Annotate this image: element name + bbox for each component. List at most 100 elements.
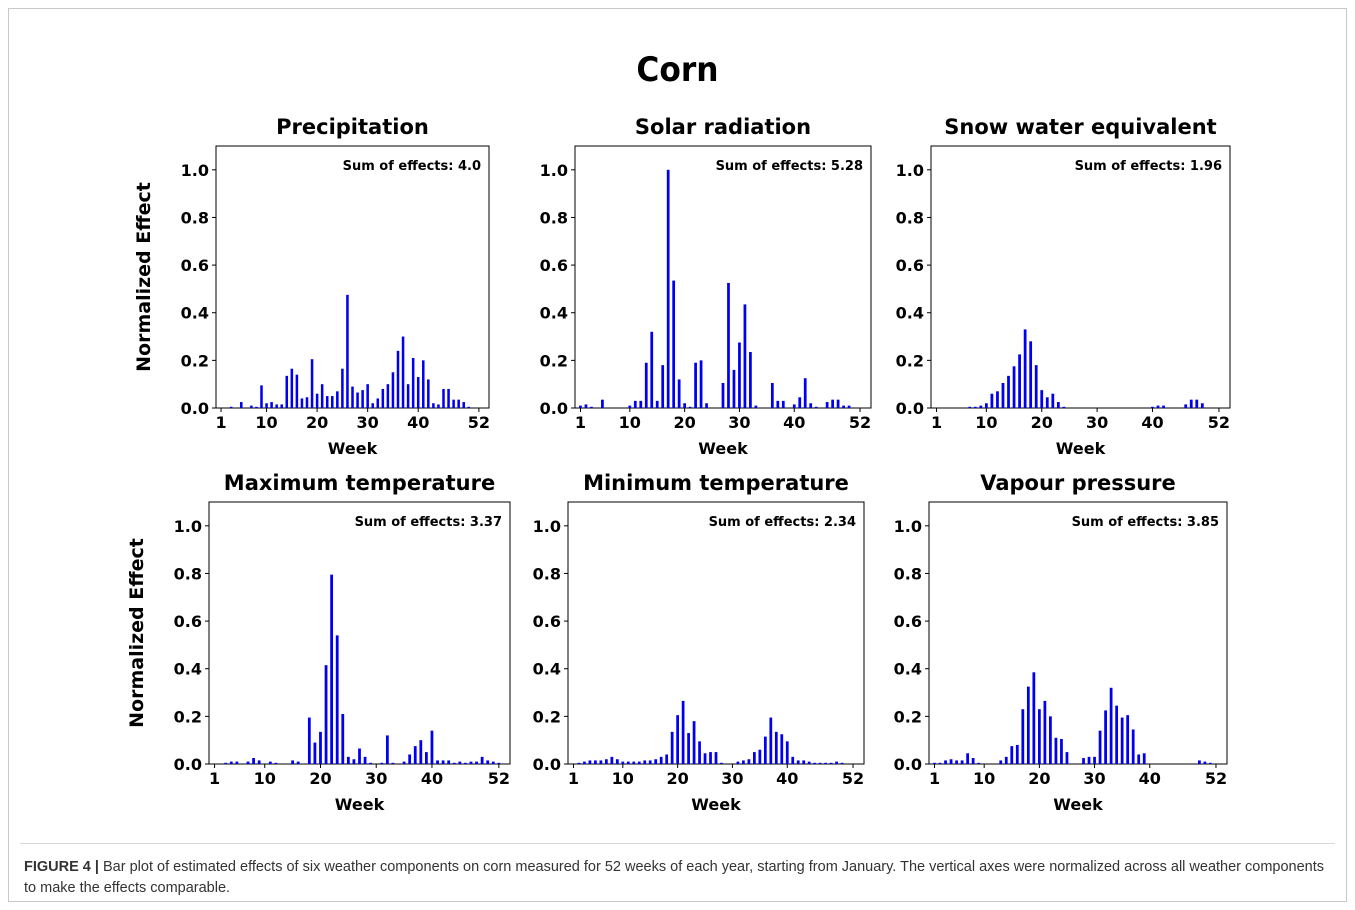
bar-week-20 [683, 403, 686, 408]
y-tick-label: 1.0 [894, 517, 922, 536]
figure-caption: FIGURE 4 | Bar plot of estimated effects… [24, 857, 1334, 899]
x-tick-label: 40 [776, 769, 798, 788]
y-tick-label: 0.0 [174, 755, 202, 774]
bar-week-42 [803, 378, 807, 408]
bar-week-21 [1045, 397, 1049, 408]
y-tick-label: 0.2 [896, 351, 924, 370]
bar-week-49 [1198, 760, 1201, 764]
bar-week-17 [1021, 709, 1025, 764]
x-tick-label: 30 [721, 769, 743, 788]
bar-week-29 [369, 762, 373, 764]
plot-area [928, 501, 1228, 765]
bar-week-36 [763, 736, 767, 764]
x-tick-label: 52 [1208, 413, 1230, 432]
chart-panel-2: 0.0 0.2 0.4 0.6 0.8 1.0 1 10 20 30 40 52 Week Solar r… [540, 115, 872, 458]
bar-week-28 [727, 282, 730, 408]
bar-week-48 [1195, 399, 1199, 408]
plot-area [930, 145, 1231, 409]
figure-title: Corn [636, 50, 719, 90]
x-tick-label: 40 [783, 413, 805, 432]
y-tick-label: 0.8 [896, 208, 924, 227]
bar-week-24 [698, 741, 701, 764]
bar-week-3 [224, 762, 228, 764]
chart-title: Maximum temperature [224, 471, 495, 495]
y-tick-label: 0.4 [540, 304, 568, 323]
bar-week-26 [346, 294, 349, 408]
bar-week-19 [670, 731, 674, 764]
bar-week-9 [260, 385, 263, 408]
bar-week-39 [1142, 753, 1146, 764]
bar-week-48 [457, 399, 460, 408]
bar-week-8 [252, 758, 255, 764]
y-tick-label: 0.0 [533, 755, 561, 774]
x-axis-label: Week [698, 439, 748, 458]
chart-title: Precipitation [276, 115, 429, 139]
bar-week-37 [413, 746, 417, 764]
bar-week-23 [1056, 402, 1060, 408]
x-tick-label: 10 [973, 769, 995, 788]
bar-week-15 [291, 760, 295, 764]
bar-week-23 [1054, 737, 1058, 764]
bar-week-24 [705, 403, 708, 408]
bar-week-22 [330, 574, 334, 764]
bar-week-8 [255, 406, 258, 408]
y-tick-label: 0.2 [174, 707, 202, 726]
bar-week-44 [814, 406, 818, 408]
x-tick-label: 10 [619, 413, 641, 432]
bar-week-47 [469, 761, 473, 764]
bar-week-18 [1029, 341, 1033, 408]
bar-week-22 [1051, 393, 1055, 408]
x-tick-label: 1 [209, 769, 220, 788]
bar-week-21 [688, 406, 692, 408]
bar-week-39 [424, 752, 428, 764]
bar-week-46 [1184, 404, 1188, 408]
bar-week-46 [464, 762, 467, 764]
bar-week-11 [990, 393, 994, 408]
x-tick-label: 20 [673, 413, 695, 432]
bar-week-5 [594, 760, 597, 764]
bar-week-8 [610, 756, 614, 764]
bar-week-39 [411, 357, 415, 408]
bar-week-16 [661, 365, 665, 408]
bar-week-19 [310, 359, 314, 408]
bar-week-38 [774, 731, 778, 764]
bar-week-40 [785, 741, 789, 764]
bar-week-41 [791, 756, 795, 764]
x-axis-label: Week [335, 795, 385, 814]
bar-week-33 [381, 388, 385, 408]
bar-week-18 [307, 717, 311, 764]
bar-week-44 [452, 762, 456, 764]
bar-week-32 [1104, 710, 1107, 764]
chart-panel-5: 0.0 0.2 0.4 0.6 0.8 1.0 1 10 20 30 40 52 Week Minimum… [533, 471, 865, 814]
sum-of-effects-label: Sum of effects: 5.28 [716, 159, 863, 174]
bar-week-4 [588, 760, 592, 764]
bar-week-6 [960, 760, 964, 764]
bar-week-5 [240, 402, 243, 408]
bar-week-32 [376, 398, 380, 408]
x-tick-label: 30 [1086, 413, 1108, 432]
bar-week-40 [1151, 406, 1154, 408]
bar-week-40 [792, 404, 796, 408]
x-tick-label: 10 [612, 769, 634, 788]
bar-week-26 [352, 759, 356, 764]
bar-week-26 [709, 752, 712, 764]
y-tick-label: 0.4 [181, 304, 209, 323]
x-tick-label: 52 [1205, 769, 1227, 788]
bar-week-15 [648, 760, 652, 764]
y-tick-label: 0.8 [540, 208, 568, 227]
bar-week-42 [1162, 405, 1165, 408]
plot-area [567, 501, 865, 765]
bar-week-9 [615, 759, 619, 764]
plot-area [215, 145, 490, 409]
bar-week-35 [391, 372, 395, 408]
x-tick-label: 1 [575, 413, 586, 432]
y-tick-label: 0.2 [533, 707, 561, 726]
caption-divider [20, 843, 1335, 844]
y-tick-label: 0.2 [894, 707, 922, 726]
x-tick-label: 30 [365, 769, 387, 788]
bar-week-41 [422, 360, 425, 408]
chart-title: Vapour pressure [980, 471, 1176, 495]
x-tick-label: 52 [468, 413, 490, 432]
bar-week-17 [659, 756, 663, 764]
bar-week-8 [973, 406, 977, 408]
